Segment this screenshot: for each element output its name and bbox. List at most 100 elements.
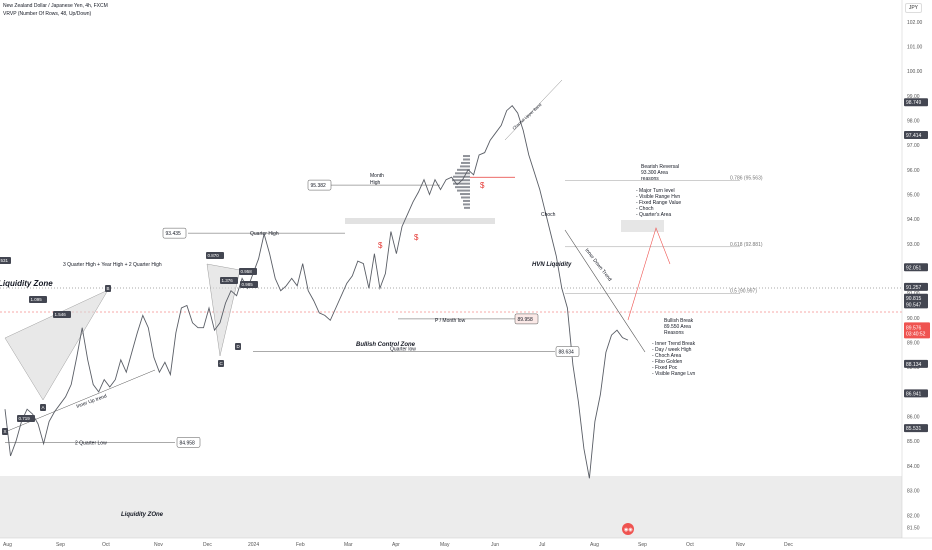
level-label: Month	[370, 173, 384, 179]
choch-zone	[345, 218, 495, 224]
price-tag	[904, 389, 928, 398]
price-series	[4, 105, 629, 479]
annotation-text: - Fixed Poc	[652, 365, 678, 371]
level-tag	[176, 437, 201, 448]
volume-profile-bar	[455, 172, 470, 175]
level-tag	[307, 179, 332, 191]
volume-profile-bar	[461, 161, 470, 164]
x-tick-label: Nov	[736, 542, 745, 548]
x-tick-label: Aug	[3, 542, 12, 548]
pattern-tag	[239, 268, 257, 275]
level-label: Quarter High	[250, 231, 279, 237]
volume-profile-bar	[455, 186, 470, 189]
x-tick-label: Jul	[539, 542, 545, 548]
pattern-tag-label: 1.376	[222, 278, 234, 283]
pattern-tag	[2, 428, 8, 435]
x-tick-label: Jun	[491, 542, 499, 548]
level-tag	[162, 227, 187, 239]
annotation-text: - Choch	[636, 206, 654, 212]
annotation-text: - Inner Trend Break	[652, 341, 696, 347]
fib-label: 0.618 (92.881)	[730, 242, 763, 248]
projection-path	[627, 227, 671, 321]
x-tick-label: Sep	[638, 542, 647, 548]
pattern-tag	[206, 252, 224, 259]
annotation-text: Bullish Break	[664, 318, 694, 324]
y-tick-label: 86.00	[907, 415, 920, 421]
price-tag-value: 90.815	[906, 296, 922, 302]
x-tick-label: Apr	[392, 542, 400, 548]
level-tag	[555, 346, 580, 357]
price-tag-value: 98.749	[906, 100, 922, 106]
pattern-tag	[29, 296, 47, 303]
price-tag	[904, 300, 928, 309]
level-tag-value: 84.958	[180, 440, 196, 446]
annotation-text: - Fibo Golden	[652, 359, 683, 365]
volume-profile-bar	[457, 168, 470, 171]
price-tag	[904, 263, 928, 272]
volume-profile-bar	[457, 189, 470, 192]
price-tag-value: 88.134	[906, 362, 922, 368]
x-tick-label: Oct	[686, 542, 694, 548]
annotation-text: 89.550 Area	[664, 324, 691, 330]
currency-badge[interactable]: JPY	[904, 3, 922, 13]
pattern-tag-label: X	[4, 429, 7, 434]
annotation-text: - Choch Area	[652, 353, 681, 359]
price-tag-value: 97.414	[906, 133, 922, 139]
pattern-tag-label: 0.985	[242, 282, 254, 287]
pattern-tag	[220, 277, 238, 284]
annotation-text: reasons	[641, 176, 659, 182]
level-label: Quarter low	[390, 347, 416, 353]
level-label: 2 Quarter Low	[75, 440, 107, 446]
price-tag	[904, 98, 928, 107]
annotation-text: Channel Upper Band	[511, 102, 542, 131]
price-tag-value: 91.257	[906, 285, 922, 291]
chart-title: New Zealand Dollar / Japanese Yen, 4h, F…	[3, 3, 108, 9]
volume-profile-bar	[452, 179, 470, 182]
dollar-marker: $	[414, 233, 419, 242]
pattern-tag-label: 0.719	[19, 416, 31, 421]
y-tick-label: 94.00	[907, 217, 920, 223]
annotation-text: Liquidity Zone	[0, 279, 53, 288]
volume-profile-bar	[453, 175, 470, 178]
x-tick-label: Oct	[102, 542, 110, 548]
price-tag-value: 85.531	[906, 426, 922, 432]
price-tag	[904, 359, 928, 368]
pattern-tag-label: B	[107, 286, 110, 291]
x-tick-label: Dec	[203, 542, 212, 548]
annotation-text: - Quarter's Area	[636, 212, 671, 218]
replay-icon[interactable]	[622, 523, 634, 535]
current-price-value: 89.576	[906, 325, 922, 331]
volume-profile-bar	[463, 199, 470, 202]
replay-icon-glyph: ◉◉	[624, 527, 633, 533]
dollar-marker: $	[378, 241, 383, 250]
annotation-text: - Day / week High	[652, 347, 692, 353]
y-tick-label: 89.00	[907, 341, 920, 347]
annotation-text: Choch	[541, 212, 556, 218]
time-axis[interactable]: Aug Sep Oct Nov Dec 2024 Feb Mar Apr May Jun Jul Aug…	[3, 542, 793, 548]
pattern-tag-label: 1.095	[31, 297, 43, 302]
annotation-text: Bearish Reversal	[641, 164, 679, 170]
price-axis[interactable]: 102.00 101.00 100.00 99.00 98.00 97.00 96.00 95…	[907, 20, 923, 532]
price-tag-value: 90.547	[906, 302, 922, 308]
price-tag	[904, 130, 928, 139]
annotation-text: - Visible Range Hvn	[636, 194, 680, 200]
dollar-marker: $	[480, 181, 485, 190]
x-tick-label: Dec	[784, 542, 793, 548]
pattern-tag	[0, 257, 11, 264]
annotation-text: - Fixed Range Value	[636, 200, 681, 206]
pattern-tag-label: C	[220, 361, 224, 366]
price-tag	[904, 424, 928, 433]
price-tag-value: 92.051	[906, 265, 922, 271]
level-tag-value: 88.634	[559, 350, 575, 356]
pattern-tag	[40, 404, 46, 411]
y-tick-label: 98.00	[907, 118, 920, 124]
level-tag-value: 89.958	[518, 317, 534, 323]
y-tick-label: 81.50	[907, 526, 920, 532]
pattern-tag	[235, 343, 241, 350]
level-tag	[514, 313, 539, 325]
level-label: High	[370, 180, 381, 186]
inner-up-trend-line	[4, 369, 156, 433]
annotation-text: Reasons	[664, 330, 684, 336]
